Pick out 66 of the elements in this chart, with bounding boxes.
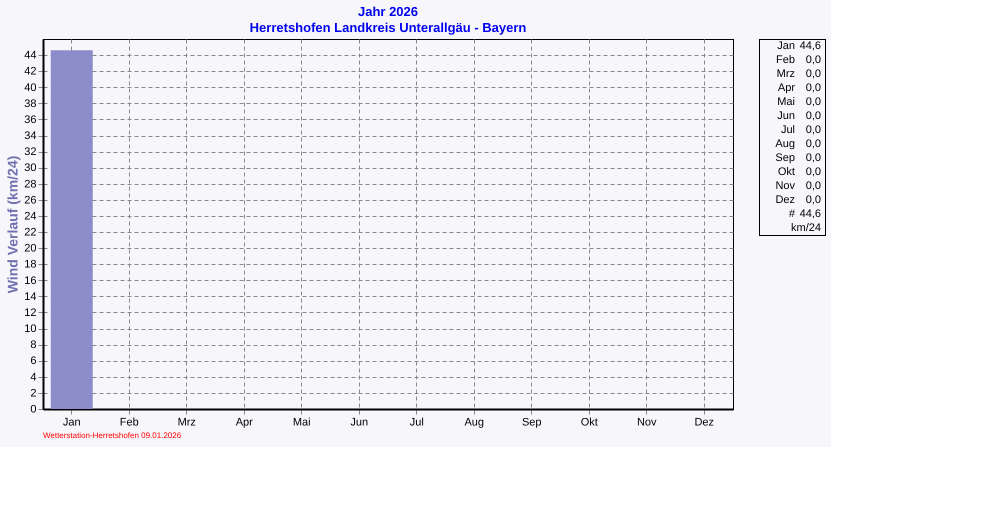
- text: 0,0: [806, 68, 821, 80]
- x-tick-label: Jan: [62, 416, 81, 428]
- chart-title: Jahr 2026: [358, 4, 418, 19]
- y-tick-label: 6: [30, 355, 36, 368]
- text: Jul: [780, 124, 795, 136]
- text: Wetterstation-Herretshofen 09.01.2026: [43, 431, 182, 440]
- text: Feb: [776, 54, 795, 66]
- y-tick-label: 10: [24, 323, 36, 336]
- y-tick-label: 32: [24, 146, 36, 158]
- y-tick-label: 16: [24, 274, 36, 287]
- x-tick-label: Feb: [120, 416, 139, 428]
- text: Aug: [775, 138, 795, 150]
- y-tick-label: 20: [24, 242, 36, 255]
- y-axis-title: Wind Verlauf (km/24): [4, 156, 20, 294]
- y-tick-label: 26: [24, 194, 36, 206]
- y-tick-label: 18: [24, 258, 36, 271]
- text: 0,0: [806, 96, 821, 108]
- text: Apr: [778, 82, 796, 94]
- y-tick-label: 22: [24, 226, 36, 239]
- text: Okt: [778, 166, 795, 178]
- text: 0,0: [806, 180, 821, 192]
- text: Nov: [775, 180, 796, 192]
- text: 0,0: [806, 54, 821, 66]
- x-tick-label: Jun: [350, 416, 368, 428]
- x-tick-label: Okt: [580, 416, 598, 428]
- x-tick-label: Sep: [522, 416, 542, 428]
- text: 0,0: [806, 82, 821, 94]
- text: km/24: [791, 222, 821, 234]
- y-tick-label: 0: [30, 404, 36, 416]
- x-tick-label: Aug: [464, 416, 484, 428]
- y-tick-label: 28: [24, 178, 36, 190]
- text: Mai: [777, 96, 795, 108]
- y-tick-label: 44: [24, 50, 36, 62]
- text: 44,6: [800, 208, 821, 220]
- text: 44,6: [800, 40, 821, 52]
- y-tick-label: 38: [24, 98, 36, 110]
- text: 0,0: [806, 138, 821, 150]
- text: 0,0: [806, 166, 821, 178]
- text: #: [788, 208, 796, 220]
- y-tick-label: 2: [30, 387, 36, 400]
- text: Sep: [775, 152, 795, 164]
- chart-subtitle: Herretshofen Landkreis Unterallgäu - Bayern: [250, 20, 526, 35]
- x-tick-label: Nov: [636, 416, 658, 428]
- x-tick-label: Jul: [410, 416, 424, 428]
- text: 0,0: [806, 194, 821, 206]
- text: 0,0: [806, 152, 821, 164]
- text: Jun: [777, 110, 795, 122]
- y-tick-label: 30: [24, 162, 36, 174]
- y-tick-label: 34: [24, 130, 36, 142]
- x-tick-label: Mai: [292, 416, 311, 428]
- y-tick-label: 12: [24, 306, 36, 319]
- x-tick-label: Apr: [236, 416, 254, 428]
- text: Mrz: [776, 68, 795, 80]
- text: Jan: [777, 40, 795, 52]
- y-tick-label: 40: [24, 82, 36, 94]
- y-tick-label: 42: [24, 66, 36, 78]
- x-tick-label: Mrz: [178, 416, 196, 428]
- y-tick-label: 4: [30, 371, 36, 384]
- x-tick-label: Dez: [694, 416, 714, 428]
- y-tick-label: 8: [30, 339, 36, 352]
- y-tick-label: 24: [24, 210, 36, 222]
- y-tick-label: 14: [24, 290, 36, 303]
- text: 0,0: [806, 124, 821, 136]
- text: Dez: [775, 194, 795, 206]
- text: 0,0: [806, 110, 821, 122]
- y-tick-label: 36: [24, 114, 36, 126]
